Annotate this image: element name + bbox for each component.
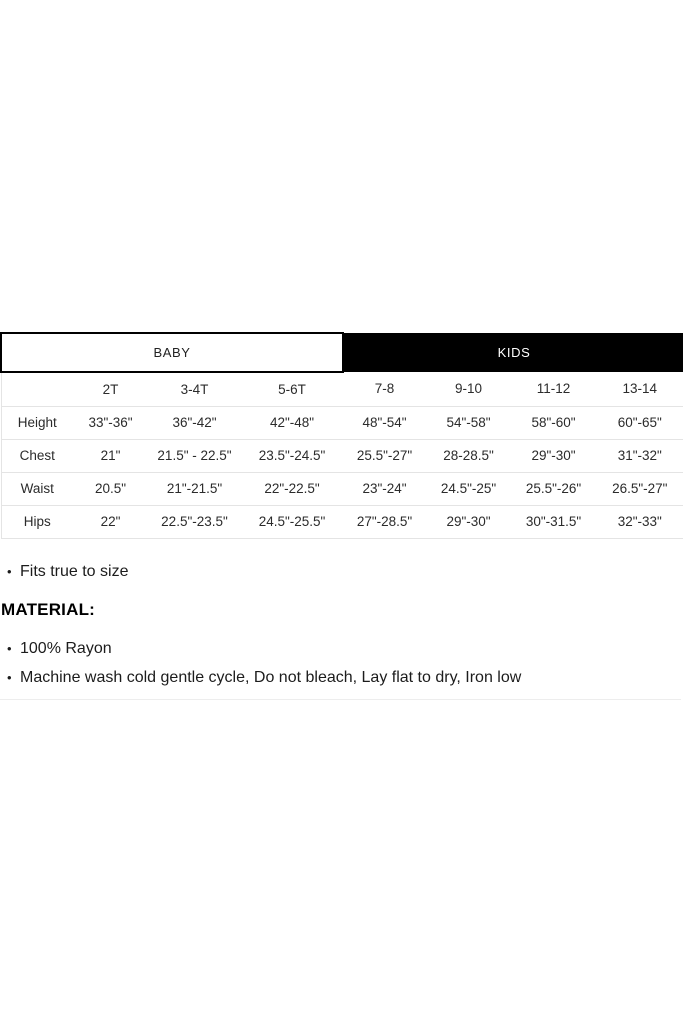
size-chart-table: BABY KIDS 2T 3-4T 5-6T 7-8 9-10 11-12 13… (0, 332, 683, 539)
material-bullet-item: 100% Rayon (0, 639, 681, 659)
material-bullet-item: Machine wash cold gentle cycle, Do not b… (0, 668, 681, 688)
measurement-cell: 22"-22.5" (241, 472, 344, 506)
measurement-cell: 24.5"-25" (426, 472, 512, 506)
size-col-header: 7-8 (343, 372, 427, 407)
measurement-cell: 20.5" (73, 472, 148, 506)
measurement-cell: 32"-33" (596, 505, 683, 539)
table-row-waist: Waist 20.5" 21"-21.5" 22"-22.5" 23"-24" … (0, 472, 683, 506)
measurement-cell: 54"-58" (426, 406, 512, 440)
measurement-cell: 58"-60" (511, 406, 597, 440)
size-header-row: 2T 3-4T 5-6T 7-8 9-10 11-12 13-14 (0, 372, 683, 407)
measurement-cell: 30"-31.5" (511, 505, 597, 539)
row-label: Chest (0, 439, 73, 473)
size-col-header: 2T (73, 372, 148, 407)
product-details-section: Fits true to size MATERIAL: 100% Rayon M… (0, 562, 683, 700)
measurement-cell: 25.5"-26" (511, 472, 597, 506)
section-divider (0, 698, 681, 700)
size-col-header: 11-12 (511, 372, 597, 407)
size-col-header: 13-14 (596, 372, 683, 407)
size-col-header: 5-6T (241, 372, 344, 407)
measurement-cell: 36"-42" (148, 406, 241, 440)
measurement-cell: 24.5"-25.5" (241, 505, 344, 539)
measurement-cell: 33"-36" (73, 406, 148, 440)
table-row-hips: Hips 22" 22.5"-23.5" 24.5"-25.5" 27"-28.… (0, 505, 683, 539)
measurement-cell: 23"-24" (343, 472, 427, 506)
measurement-cell: 25.5"-27" (343, 439, 427, 473)
measurement-cell: 23.5"-24.5" (241, 439, 344, 473)
measurement-cell: 29"-30" (426, 505, 512, 539)
measurement-cell: 22.5"-23.5" (148, 505, 241, 539)
fit-bullet-list: Fits true to size (0, 562, 681, 582)
size-chart-page: BABY KIDS 2T 3-4T 5-6T 7-8 9-10 11-12 13… (0, 0, 683, 700)
measurement-cell: 29"-30" (511, 439, 597, 473)
table-row-chest: Chest 21" 21.5" - 22.5" 23.5"-24.5" 25.5… (0, 439, 683, 473)
material-heading: MATERIAL: (1, 599, 96, 619)
measurement-cell: 21.5" - 22.5" (148, 439, 241, 473)
baby-group-header: BABY (0, 332, 345, 373)
measurement-cell: 31"-32" (596, 439, 683, 473)
measurement-cell: 21" (73, 439, 148, 473)
row-label: Hips (0, 505, 73, 539)
table-row-height: Height 33"-36" 36"-42" 42"-48" 48"-54" 5… (0, 406, 683, 440)
measurement-cell: 48"-54" (343, 406, 427, 440)
measurement-cell: 26.5"-27" (596, 472, 683, 506)
group-header-row: BABY KIDS (0, 332, 683, 373)
size-col-header: 3-4T (148, 372, 241, 407)
row-label: Height (0, 406, 73, 440)
measurement-cell: 27"-28.5" (343, 505, 427, 539)
material-bullet-list: 100% Rayon Machine wash cold gentle cycl… (0, 639, 681, 688)
corner-cell (0, 372, 73, 407)
measurement-cell: 60"-65" (596, 406, 683, 440)
kids-group-header: KIDS (343, 333, 683, 372)
measurement-cell: 22" (73, 505, 148, 539)
measurement-cell: 42"-48" (241, 406, 344, 440)
row-label: Waist (0, 472, 73, 506)
fit-bullet-item: Fits true to size (0, 562, 681, 582)
size-col-header: 9-10 (426, 372, 512, 407)
measurement-cell: 21"-21.5" (148, 472, 241, 506)
measurement-cell: 28-28.5" (426, 439, 512, 473)
